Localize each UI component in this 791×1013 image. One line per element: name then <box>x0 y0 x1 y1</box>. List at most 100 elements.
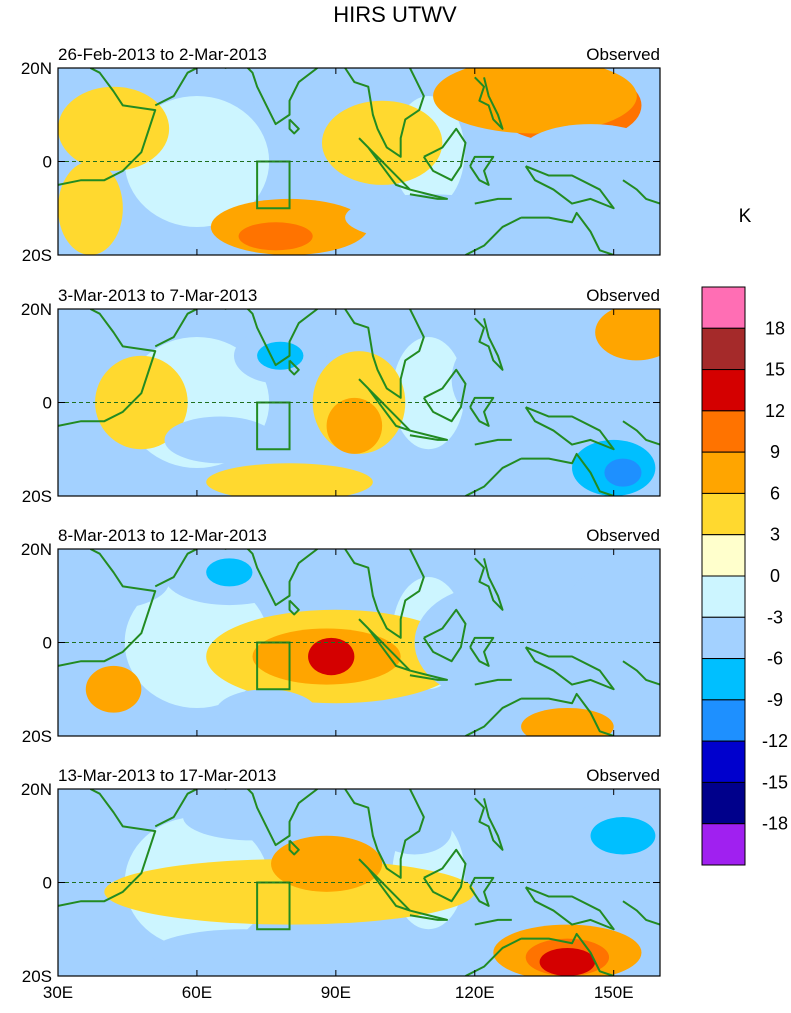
coastline <box>288 839 300 856</box>
map-panel: 20N 0 20S 8-Mar-2013 to 12-Mar-2013 Observed <box>21 526 661 746</box>
coastline <box>474 918 512 926</box>
coastline <box>622 179 660 205</box>
contour-region <box>451 323 591 436</box>
coastline <box>474 197 512 205</box>
contour-region <box>433 68 637 134</box>
colorbar-level-label: 12 <box>765 401 785 421</box>
coastline <box>521 452 615 496</box>
coastline <box>344 549 425 639</box>
y-tick-label: 0 <box>43 634 52 653</box>
colorbar-level-label: -18 <box>762 814 788 834</box>
colorbar-swatch <box>701 492 746 536</box>
colorbar-level-label: 3 <box>770 525 780 545</box>
coastline <box>344 309 425 399</box>
anomaly-field <box>58 68 660 255</box>
colorbar-swatch <box>701 699 746 742</box>
contour-region <box>58 86 170 171</box>
contour-region <box>345 194 512 241</box>
y-tick-label: 20S <box>22 727 52 746</box>
coastline <box>409 669 448 681</box>
coastline <box>58 789 157 907</box>
y-tick-label: 0 <box>43 153 52 172</box>
colorbar-level-label: 6 <box>770 483 780 503</box>
contour-region <box>206 558 253 587</box>
x-tick-label: 60E <box>182 983 212 1002</box>
coastline <box>409 909 448 921</box>
target-region-box <box>256 160 291 210</box>
colorbar-level-label: 18 <box>765 318 785 338</box>
coastline <box>524 165 615 210</box>
colorbar-level-label: -15 <box>762 772 788 792</box>
coastline <box>474 76 504 130</box>
coastline <box>521 932 615 976</box>
panel-date-range: 13-Mar-2013 to 17-Mar-2013 <box>58 766 276 785</box>
coastline <box>422 368 467 423</box>
colorbar-swatch <box>701 369 746 412</box>
coastlines <box>58 68 660 255</box>
colorbar-swatch <box>701 781 746 825</box>
colorbar-swatch <box>701 410 746 453</box>
panel-date-range: 3-Mar-2013 to 7-Mar-2013 <box>58 286 257 305</box>
coastline <box>474 438 512 446</box>
x-tick-label: 150E <box>594 983 634 1002</box>
coastline <box>344 68 425 158</box>
contour-region <box>521 707 614 736</box>
panel-date-range: 26-Feb-2013 to 2-Mar-2013 <box>58 45 267 64</box>
coastline <box>524 646 615 691</box>
contour-region <box>392 337 465 450</box>
contour-region <box>252 68 346 125</box>
map-panel: 20N 0 20S 26-Feb-2013 to 2-Mar-2013 Observed <box>21 45 661 265</box>
contour-region <box>321 100 443 185</box>
y-tick-label: 20S <box>22 487 52 506</box>
coastline <box>409 429 448 441</box>
coastline <box>422 127 467 182</box>
coastline <box>154 68 198 107</box>
map-panel: 20N 0 20S 13-Mar-2013 to 17-Mar-2013 Observe… <box>21 766 661 986</box>
coastline <box>288 359 300 376</box>
panel-data-source: Observed <box>586 526 660 545</box>
colorbar-swatch <box>701 286 746 329</box>
map-panel: 20N 0 20S 3-Mar-2013 to 7-Mar-2013 Observed <box>21 286 661 506</box>
coastline <box>622 900 660 926</box>
colorbar-level-label: -3 <box>767 607 783 627</box>
colorbar-swatch <box>701 823 746 866</box>
coastline <box>58 549 157 667</box>
coastline <box>469 155 495 186</box>
colorbar-units: K <box>739 206 752 227</box>
anomaly-field <box>58 549 660 736</box>
coastline <box>469 396 495 427</box>
anomaly-field <box>58 789 660 976</box>
y-tick-label: 20N <box>21 300 52 319</box>
target-region-box <box>256 881 291 931</box>
colorbar: K 18 15 12 9 6 3 0 -3 -6 -9 -12 -15 -18 <box>701 206 788 866</box>
y-tick-label: 20N <box>21 59 52 78</box>
coastline <box>288 599 300 616</box>
panel-date-range: 8-Mar-2013 to 12-Mar-2013 <box>58 526 267 545</box>
contour-region <box>567 567 660 643</box>
y-tick-label: 20N <box>21 540 52 559</box>
colorbar-level-label: -12 <box>762 731 788 751</box>
coastline <box>58 68 157 186</box>
contour-region <box>590 817 656 855</box>
contour-region <box>206 463 373 496</box>
coastline <box>344 789 425 879</box>
coastline <box>622 660 660 686</box>
contour-region <box>377 807 452 855</box>
x-axis-ticks: 30E 60E 90E 120E 150E <box>43 983 634 1002</box>
coastline <box>154 549 198 588</box>
contour-region <box>150 929 336 976</box>
y-tick-label: 20S <box>22 967 52 986</box>
coastline <box>521 211 615 255</box>
y-tick-label: 20S <box>22 246 52 265</box>
target-region-box <box>256 641 291 691</box>
colorbar-level-label: 9 <box>770 442 780 462</box>
y-tick-label: 20N <box>21 780 52 799</box>
coastlines <box>58 549 660 736</box>
coastline <box>58 309 157 427</box>
colorbar-swatch <box>701 616 746 660</box>
coastline <box>474 797 504 851</box>
x-tick-label: 90E <box>321 983 351 1002</box>
contour-region <box>539 947 596 976</box>
panel-data-source: Observed <box>586 766 660 785</box>
